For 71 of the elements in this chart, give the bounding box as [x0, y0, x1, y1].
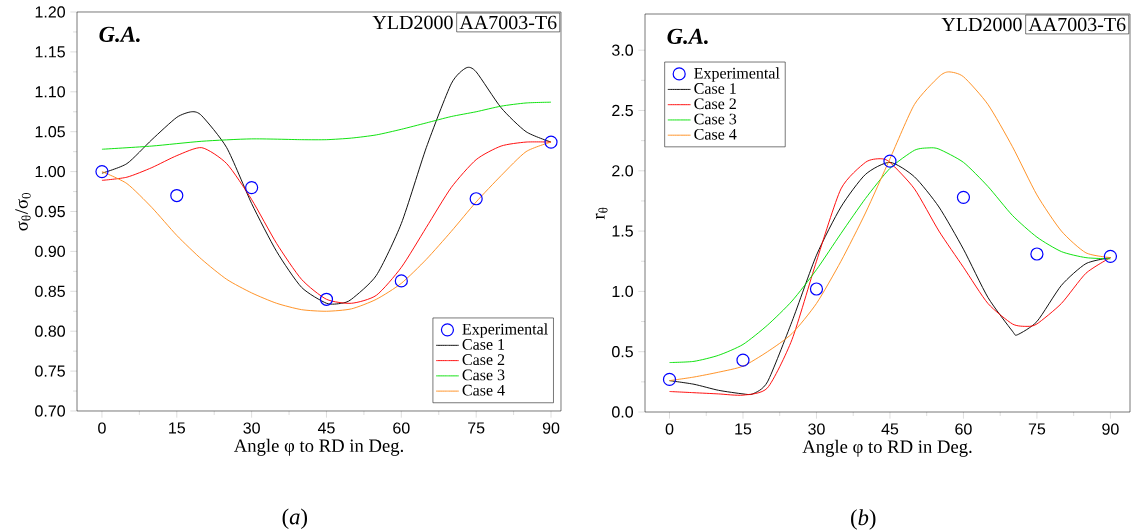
annotation: AA7003-T6	[1028, 17, 1126, 32]
y-tick-label: 2.0	[612, 165, 634, 177]
point	[883, 154, 897, 168]
legend-label: Case 1	[694, 83, 736, 94]
x-tick-label: 15	[735, 423, 752, 435]
y-tick-label: 0.75	[35, 365, 65, 377]
y-tick-label: 2.5	[612, 104, 633, 117]
annotation: G.A.	[667, 28, 708, 44]
x-tick-label: 30	[808, 423, 825, 435]
x-tick-label: 75	[468, 422, 485, 434]
y-tick-label: 1.05	[35, 126, 65, 138]
x-axis-title: Angle φ to RD in Deg.	[802, 439, 972, 457]
x-tick-label: 0	[665, 423, 674, 435]
y-tick-label: 0.0	[612, 406, 634, 418]
x-axis-title: Angle φ to RD in Deg.	[233, 438, 403, 456]
point	[1030, 247, 1044, 261]
y-tick-label: 0.85	[35, 285, 65, 297]
y-axis-title: r$_{θ}$	[595, 207, 608, 220]
point	[319, 292, 334, 306]
line-series	[669, 147, 1111, 364]
x-tick-label: 90	[542, 422, 560, 434]
legend-label: Case 3	[462, 369, 505, 381]
legend-label: Case 2	[694, 98, 736, 110]
annotation: G.A.	[99, 26, 140, 42]
y-tick-label: 1.15	[35, 46, 65, 58]
y-tick-label: 1.20	[35, 6, 65, 18]
point	[469, 192, 483, 206]
x-tick-label: 75	[1028, 423, 1046, 435]
x-tick-label: 0	[98, 422, 106, 434]
text: (b)	[851, 509, 876, 530]
point	[1103, 249, 1117, 264]
x-tick-label: 60	[393, 422, 410, 434]
legend-label: Case 1	[462, 339, 505, 350]
y-tick-label: 1.10	[35, 86, 65, 98]
legend-label: Experimental	[694, 67, 780, 82]
y-tick-label: 0.95	[35, 205, 65, 218]
y-tick-label: 1.5	[612, 225, 633, 237]
y-tick-label: 0.70	[35, 405, 65, 417]
y-tick-label: 0.90	[35, 245, 65, 258]
annotation: AA7003-T6	[459, 15, 557, 30]
text: (a)	[282, 508, 308, 530]
point	[95, 165, 109, 179]
point	[394, 274, 408, 288]
annotation: YLD2000	[372, 15, 453, 30]
point	[544, 135, 558, 149]
y-tick-label: 3.0	[611, 44, 634, 56]
annotation: YLD2000	[941, 17, 1022, 32]
x-tick-label: 90	[1102, 423, 1119, 435]
point	[662, 372, 677, 387]
y-tick-label: 1.0	[612, 285, 634, 298]
y-tick-label: 0.80	[35, 325, 65, 337]
legend-label: Case 4	[694, 128, 737, 140]
legend-label: Experimental	[462, 323, 548, 338]
legend-label: Case 4	[462, 384, 505, 396]
line-series	[101, 67, 552, 305]
point	[245, 180, 259, 195]
legend-label: Case 2	[462, 354, 505, 366]
point	[809, 282, 824, 296]
x-tick-label: 30	[243, 422, 260, 434]
x-tick-label: 45	[317, 422, 335, 434]
x-tick-label: 15	[169, 422, 186, 434]
legend-label: Case 3	[694, 113, 737, 125]
y-tick-label: 1.00	[35, 165, 65, 178]
y-tick-label: 0.5	[612, 346, 633, 358]
y-axis-title: σ$_{θ}$/σ$_{0}$	[15, 192, 31, 231]
x-tick-label: 60	[955, 423, 972, 435]
x-tick-label: 45	[881, 423, 899, 435]
line-series	[101, 101, 552, 150]
point	[170, 188, 184, 203]
point	[736, 353, 750, 367]
point	[956, 190, 971, 204]
